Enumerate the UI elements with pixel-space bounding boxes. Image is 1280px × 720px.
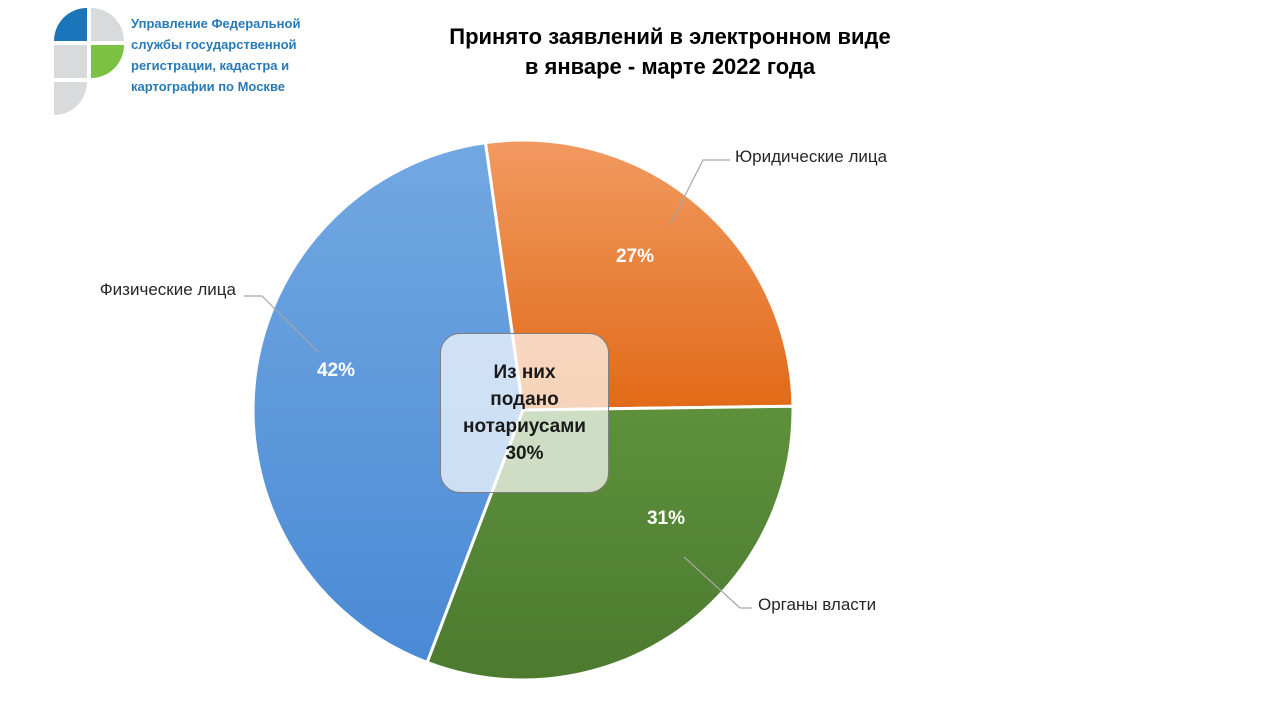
notary-annotation-text: Из них подано нотариусами 30%	[463, 359, 586, 467]
pie-slice-individuals	[251, 141, 525, 664]
notary-annotation-box: Из них подано нотариусами 30%	[440, 333, 609, 493]
logo-blue-quadrant	[54, 8, 87, 41]
org-name-line: регистрации, кадастра и	[131, 58, 290, 73]
chart-title-line: Принято заявлений в электронном виде	[449, 24, 891, 49]
organization-name: Управление Федеральной службы государств…	[131, 13, 331, 97]
annotation-line: нотариусами	[463, 416, 586, 437]
logo-gray-quadrant-top	[91, 8, 124, 41]
annotation-line: подано	[490, 389, 559, 410]
leader-line-legal-entities	[669, 159, 730, 226]
data-label-legal-entities: 27%	[616, 246, 654, 267]
leader-line-government-bodies	[683, 556, 752, 609]
logo-green-quadrant	[91, 45, 124, 78]
chart-title-line: в январе - марте 2022 года	[524, 54, 816, 79]
annotation-value: 30%	[505, 443, 544, 464]
rosreestr-logo-icon	[54, 8, 124, 115]
data-label-individuals: 42%	[317, 360, 355, 381]
logo-gray-tail	[54, 80, 87, 115]
category-label-government-bodies: Органы власти	[758, 595, 876, 614]
org-name-line: Управление Федеральной	[131, 16, 301, 31]
org-name-line: службы государственной	[131, 37, 297, 52]
annotation-line: Из них	[493, 362, 556, 383]
logo-gray-block-left	[54, 45, 87, 78]
org-name-line: картографии по Москве	[131, 79, 285, 94]
leader-line-individuals	[244, 295, 319, 353]
chart-title: Принято заявлений в электронном виде в я…	[340, 22, 1000, 82]
category-label-individuals: Физические лица	[100, 280, 237, 299]
data-label-government-bodies: 31%	[647, 508, 685, 529]
category-label-legal-entities: Юридические лица	[735, 147, 888, 166]
